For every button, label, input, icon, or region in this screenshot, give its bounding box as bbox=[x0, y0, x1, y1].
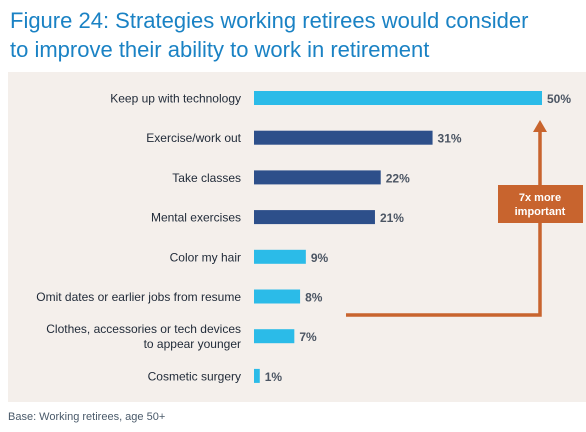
category-label-3: Mental exercises bbox=[151, 211, 241, 225]
category-label-0: Keep up with technology bbox=[110, 92, 241, 106]
callout-annotation: 7x more important bbox=[346, 120, 583, 317]
chart-title-line-1: Figure 24: Strategies working retirees w… bbox=[10, 8, 529, 33]
category-label-6-line-0: Clothes, accessories or tech devices bbox=[46, 322, 241, 336]
category-label-2: Take classes bbox=[172, 171, 241, 185]
chart-title: Figure 24: Strategies working retirees w… bbox=[10, 6, 580, 64]
value-label-5: 8% bbox=[305, 291, 323, 305]
bar-1 bbox=[254, 130, 433, 145]
category-label-5: Omit dates or earlier jobs from resume bbox=[36, 290, 241, 304]
value-label-6: 7% bbox=[299, 330, 317, 344]
bar-7 bbox=[254, 368, 260, 383]
callout-arrow-line bbox=[346, 132, 542, 317]
value-label-4: 9% bbox=[311, 251, 329, 265]
bar-4 bbox=[254, 249, 306, 264]
bar-2 bbox=[254, 170, 381, 185]
category-label-6-line-1: to appear younger bbox=[144, 337, 241, 351]
bar-0 bbox=[254, 91, 542, 105]
callout-box bbox=[498, 185, 583, 223]
chart-title-line-2: to improve their ability to work in reti… bbox=[10, 37, 430, 62]
base-note: Base: Working retirees, age 50+ bbox=[8, 411, 166, 423]
callout-arrow-head bbox=[533, 120, 547, 132]
category-label-7: Cosmetic surgery bbox=[148, 369, 241, 383]
callout-text-line-1: 7x more bbox=[519, 192, 561, 204]
value-label-1: 31% bbox=[438, 132, 462, 146]
value-label-2: 22% bbox=[386, 171, 410, 185]
category-label-1: Exercise/work out bbox=[146, 131, 241, 145]
bar-5 bbox=[254, 289, 301, 304]
category-label-4: Color my hair bbox=[170, 250, 241, 264]
callout-text-line-2: important bbox=[515, 206, 566, 218]
bar-3 bbox=[254, 210, 375, 225]
value-label-3: 21% bbox=[380, 211, 404, 225]
value-label-0: 50% bbox=[547, 92, 571, 106]
value-label-7: 1% bbox=[265, 370, 283, 384]
chart-panel bbox=[8, 72, 586, 402]
bar-6 bbox=[254, 329, 295, 344]
